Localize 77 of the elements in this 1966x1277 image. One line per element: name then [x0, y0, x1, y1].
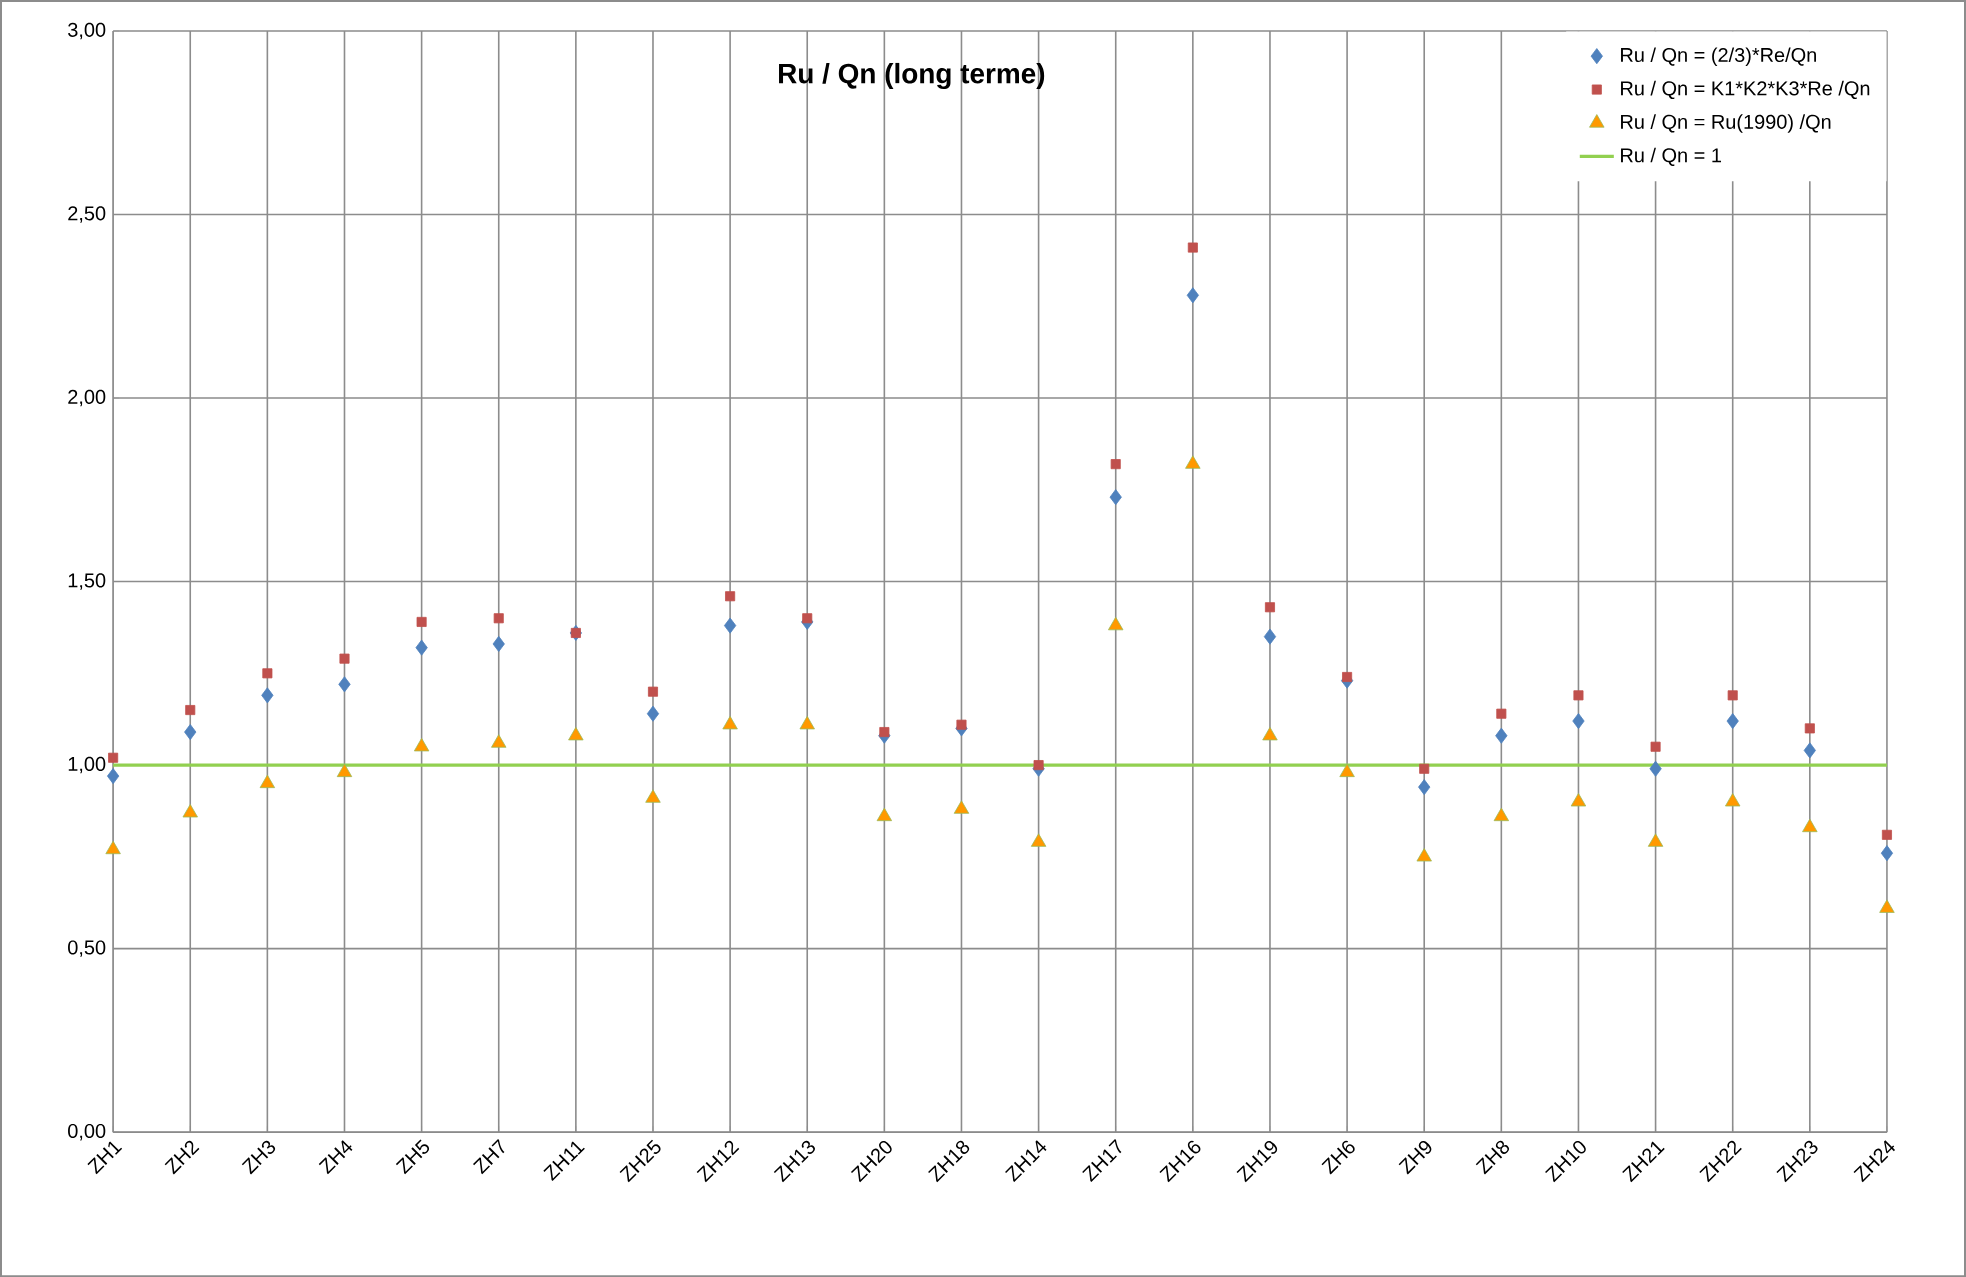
point	[416, 616, 427, 627]
point	[1650, 741, 1661, 752]
text: Ru / Qn (long terme)	[779, 62, 1045, 89]
point	[879, 726, 890, 737]
point	[1110, 458, 1121, 469]
point	[799, 715, 815, 730]
point	[1342, 671, 1353, 682]
point	[1570, 792, 1587, 807]
point	[1419, 763, 1430, 774]
point	[413, 737, 430, 752]
point	[262, 668, 273, 679]
point	[1418, 778, 1431, 795]
point	[1416, 847, 1432, 862]
y-tick-label: 0,50	[68, 940, 106, 957]
y-tick-label: 1,00	[68, 756, 106, 774]
point	[1493, 807, 1510, 821]
point	[1262, 726, 1278, 741]
point	[1726, 712, 1739, 729]
point	[1263, 628, 1277, 645]
point	[956, 719, 967, 730]
point	[645, 789, 661, 803]
point	[1339, 763, 1355, 777]
y-tick-label: 1,50	[68, 573, 106, 590]
legend-label: Ru / Qn = K1*K2*K3*Re /Qn	[1621, 80, 1870, 99]
y-tick-label: 2,50	[68, 206, 106, 223]
point	[1573, 690, 1584, 701]
point	[1264, 602, 1275, 613]
point	[1725, 792, 1741, 807]
point	[1033, 759, 1044, 770]
point	[107, 767, 120, 784]
y-tick-label: 2,00	[68, 389, 106, 407]
point	[1879, 899, 1895, 913]
point	[1186, 287, 1199, 304]
point	[568, 726, 584, 741]
point	[1727, 690, 1738, 701]
point	[491, 734, 507, 748]
legend-label: Ru / Qn = 1	[1621, 147, 1722, 166]
point	[1572, 712, 1585, 729]
point	[1030, 833, 1047, 847]
point	[876, 807, 893, 821]
point	[1108, 616, 1124, 631]
point	[1880, 845, 1894, 862]
point	[1496, 708, 1507, 719]
x-tick-label: ZH1	[87, 1141, 123, 1175]
point	[108, 752, 119, 763]
y-tick-label: 3,00	[68, 22, 106, 40]
legend-label: Ru / Qn = (2/3)*Re/Qn	[1621, 47, 1816, 66]
point	[647, 686, 658, 697]
point	[1804, 723, 1815, 734]
point	[415, 639, 428, 656]
point	[1803, 742, 1816, 759]
point	[1802, 818, 1818, 832]
point	[493, 613, 504, 624]
point	[724, 617, 737, 634]
point	[338, 676, 351, 693]
point	[802, 613, 813, 624]
point	[1187, 242, 1198, 253]
point	[1881, 829, 1892, 840]
point	[261, 687, 274, 704]
point	[722, 715, 738, 730]
point	[336, 763, 353, 777]
point	[492, 635, 505, 652]
point	[1495, 727, 1508, 744]
point	[1647, 833, 1664, 847]
point	[182, 803, 198, 818]
point	[953, 800, 970, 814]
point	[105, 840, 121, 854]
point	[185, 704, 196, 715]
legend-label: Ru / Qn = Ru(1990) /Qn	[1621, 114, 1831, 133]
point	[1649, 760, 1662, 777]
point	[339, 653, 350, 664]
point	[1109, 489, 1122, 506]
point	[725, 591, 736, 602]
point	[259, 774, 276, 788]
point	[646, 705, 660, 722]
y-tick-label: 0,00	[68, 1123, 106, 1141]
point	[184, 723, 197, 740]
